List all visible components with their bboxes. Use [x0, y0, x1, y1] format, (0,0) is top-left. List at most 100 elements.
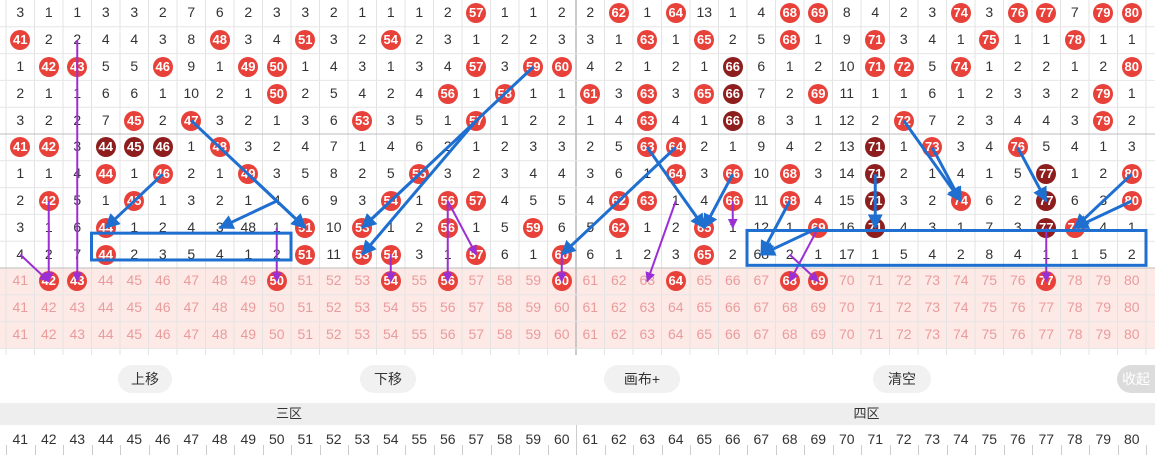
reference-number: 68: [781, 299, 798, 316]
miss-count: 5: [1013, 165, 1022, 182]
number-ball: 48: [209, 30, 230, 51]
footer-tick: [519, 445, 520, 455]
collapse-button[interactable]: 收起: [1117, 365, 1155, 393]
miss-count: 1: [272, 111, 281, 128]
reference-number: 43: [69, 326, 86, 342]
reference-number: 43: [69, 299, 86, 316]
footer-number: 43: [69, 431, 86, 447]
reference-number: 44: [97, 299, 114, 316]
number-ball: 69: [808, 83, 829, 104]
miss-count: 1: [101, 192, 110, 208]
trend-arrow: [759, 226, 819, 256]
footer-tick: [547, 445, 549, 455]
reference-number: 80: [1123, 272, 1140, 289]
miss-count: 5: [301, 165, 310, 182]
miss-count: 3: [16, 111, 25, 128]
trend-arrow: [1073, 173, 1133, 229]
miss-count: 1: [386, 58, 395, 74]
miss-count: 3: [985, 111, 994, 128]
canvas-add-button[interactable]: 画布+: [604, 365, 680, 393]
miss-count: 2: [785, 245, 794, 262]
reference-number: 48: [211, 272, 228, 289]
miss-count: 3: [586, 165, 595, 182]
miss-count: 2: [244, 111, 253, 128]
miss-count: 1: [671, 192, 680, 208]
miss-count: 3: [1070, 111, 1079, 128]
reference-number: 51: [297, 299, 314, 316]
footer-tick: [177, 445, 178, 455]
number-ball: 72: [893, 57, 914, 77]
miss-count: 4: [814, 192, 823, 208]
reference-number: 61: [582, 272, 599, 289]
reference-number: 47: [183, 299, 200, 316]
miss-count: 1: [956, 218, 965, 235]
miss-count: 9: [757, 138, 766, 155]
miss-count: 1: [386, 4, 395, 21]
miss-count: 1: [1070, 58, 1079, 74]
miss-count: 1: [871, 245, 880, 262]
footer-number: 63: [639, 431, 656, 447]
footer-number: 62: [610, 431, 627, 447]
miss-count: 1: [956, 84, 965, 101]
miss-count: 11: [326, 245, 342, 262]
miss-count: 1: [614, 245, 623, 262]
miss-count: 3: [358, 58, 367, 74]
miss-count: 3: [101, 4, 110, 21]
number-ball: 68: [779, 164, 800, 185]
footer-tick: [889, 445, 891, 455]
miss-count: 2: [73, 31, 82, 48]
miss-count: 4: [899, 218, 908, 235]
number-ball: 71: [865, 57, 886, 77]
reference-number: 41: [12, 272, 29, 289]
miss-count: 2: [614, 58, 623, 74]
reference-number: 59: [525, 326, 542, 342]
miss-count: 1: [529, 4, 538, 21]
miss-count: 7: [101, 111, 110, 128]
miss-count: 1: [785, 58, 794, 74]
miss-count: 3: [1013, 84, 1022, 101]
miss-count: 1: [728, 4, 737, 21]
move-up-button[interactable]: 上移: [118, 365, 172, 393]
number-ball: 41: [10, 137, 31, 158]
grid-lines: [0, 0, 1155, 355]
footer-number: 54: [382, 431, 399, 447]
reference-number: 54: [382, 326, 399, 342]
number-ball: 59: [523, 217, 544, 238]
footer-tick: [1089, 445, 1090, 455]
miss-count: 1: [671, 31, 680, 48]
number-ball: 79: [1093, 3, 1114, 24]
footer-tick: [1060, 445, 1062, 455]
miss-count: 5: [899, 245, 908, 262]
number-ball: 79: [1093, 83, 1114, 104]
miss-count: 2: [187, 165, 196, 182]
number-ball: 45: [124, 137, 145, 158]
miss-count: 1: [529, 84, 538, 101]
miss-count: 4: [130, 31, 139, 48]
reference-number: 71: [867, 326, 884, 342]
miss-count: 5: [329, 84, 338, 101]
reference-number: 41: [12, 299, 29, 316]
lottery-trend-grid[interactable]: 3 1 1 3 3 2 7 6 2 3 3 2 1 1 1 2 57 1 1 2 2 62 1 64 13 1 4 68 69 8 4 2 3 7…: [0, 0, 1155, 355]
miss-count: 3: [985, 4, 994, 21]
drawing-overlay[interactable]: [0, 0, 1155, 355]
footer-number: 45: [126, 431, 143, 447]
miss-count: 3: [814, 165, 823, 182]
reference-number: 45: [126, 326, 143, 342]
clear-button[interactable]: 清空: [873, 365, 931, 393]
reference-number: 71: [867, 299, 884, 316]
move-down-button[interactable]: 下移: [360, 365, 416, 393]
miss-count: 1: [985, 58, 994, 74]
miss-count: 3: [529, 138, 538, 155]
miss-count: 1: [44, 84, 53, 101]
miss-count: 4: [757, 4, 766, 21]
miss-count: 1: [73, 4, 82, 21]
miss-count: 2: [1013, 192, 1022, 208]
miss-count: 1: [16, 165, 25, 182]
miss-count: 3: [671, 84, 680, 101]
footer-number: 55: [411, 431, 428, 447]
miss-count: 11: [753, 192, 769, 208]
miss-count: 4: [16, 245, 25, 262]
footer-tick: [633, 445, 634, 455]
miss-count: 2: [215, 84, 224, 101]
miss-count: 3: [244, 31, 253, 48]
